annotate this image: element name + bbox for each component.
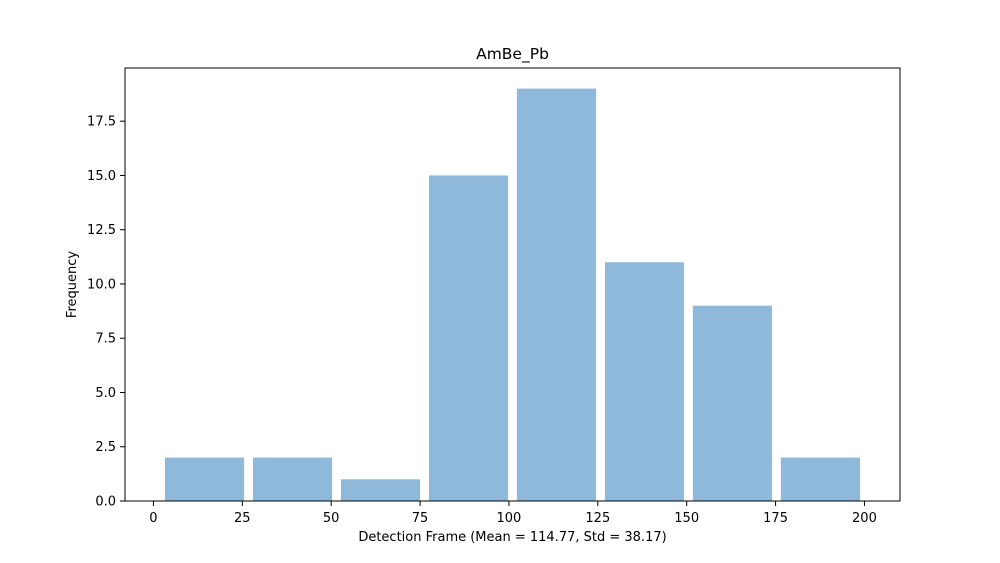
x-tick-label: 50: [323, 511, 340, 526]
histogram-bar-2: [252, 457, 333, 501]
x-axis: 0 25 50 75 100 125 150 175 200: [149, 501, 877, 526]
histogram-bar-5: [516, 88, 597, 502]
x-tick-label: 0: [149, 511, 157, 526]
y-tick-label: 17.5: [87, 115, 116, 130]
y-axis: 0.0 2.5 5.0 7.5 10.0 12.5 15.0 17.5: [87, 115, 125, 510]
plot-frame: [124, 67, 901, 502]
x-tick-label: 25: [234, 511, 251, 526]
histogram-bar-4: [428, 175, 509, 501]
x-tick-label: 125: [585, 511, 610, 526]
y-tick-label: 12.5: [87, 223, 116, 238]
histogram-bar-1: [164, 457, 245, 501]
y-tick-label: 5.0: [95, 386, 116, 401]
y-tick-label: 0.0: [95, 495, 116, 510]
histogram-bar-8: [780, 457, 861, 501]
x-tick-label: 200: [852, 511, 877, 526]
x-axis-label: Detection Frame (Mean = 114.77, Std = 38…: [358, 530, 666, 545]
y-tick-label: 15.0: [87, 169, 116, 184]
histogram-bar-7: [692, 305, 773, 501]
chart-title: AmBe_Pb: [476, 45, 549, 64]
x-tick-label: 100: [497, 511, 522, 526]
y-axis-label: Frequency: [65, 251, 80, 318]
x-tick-label: 75: [412, 511, 429, 526]
x-tick-label: 150: [674, 511, 699, 526]
histogram-bar-3: [340, 479, 421, 501]
y-tick-label: 10.0: [87, 277, 116, 292]
x-tick-label: 175: [763, 511, 788, 526]
y-tick-label: 2.5: [95, 440, 116, 455]
histogram-bar-6: [604, 262, 685, 501]
bars-group: [164, 88, 861, 502]
y-tick-label: 7.5: [95, 332, 116, 347]
